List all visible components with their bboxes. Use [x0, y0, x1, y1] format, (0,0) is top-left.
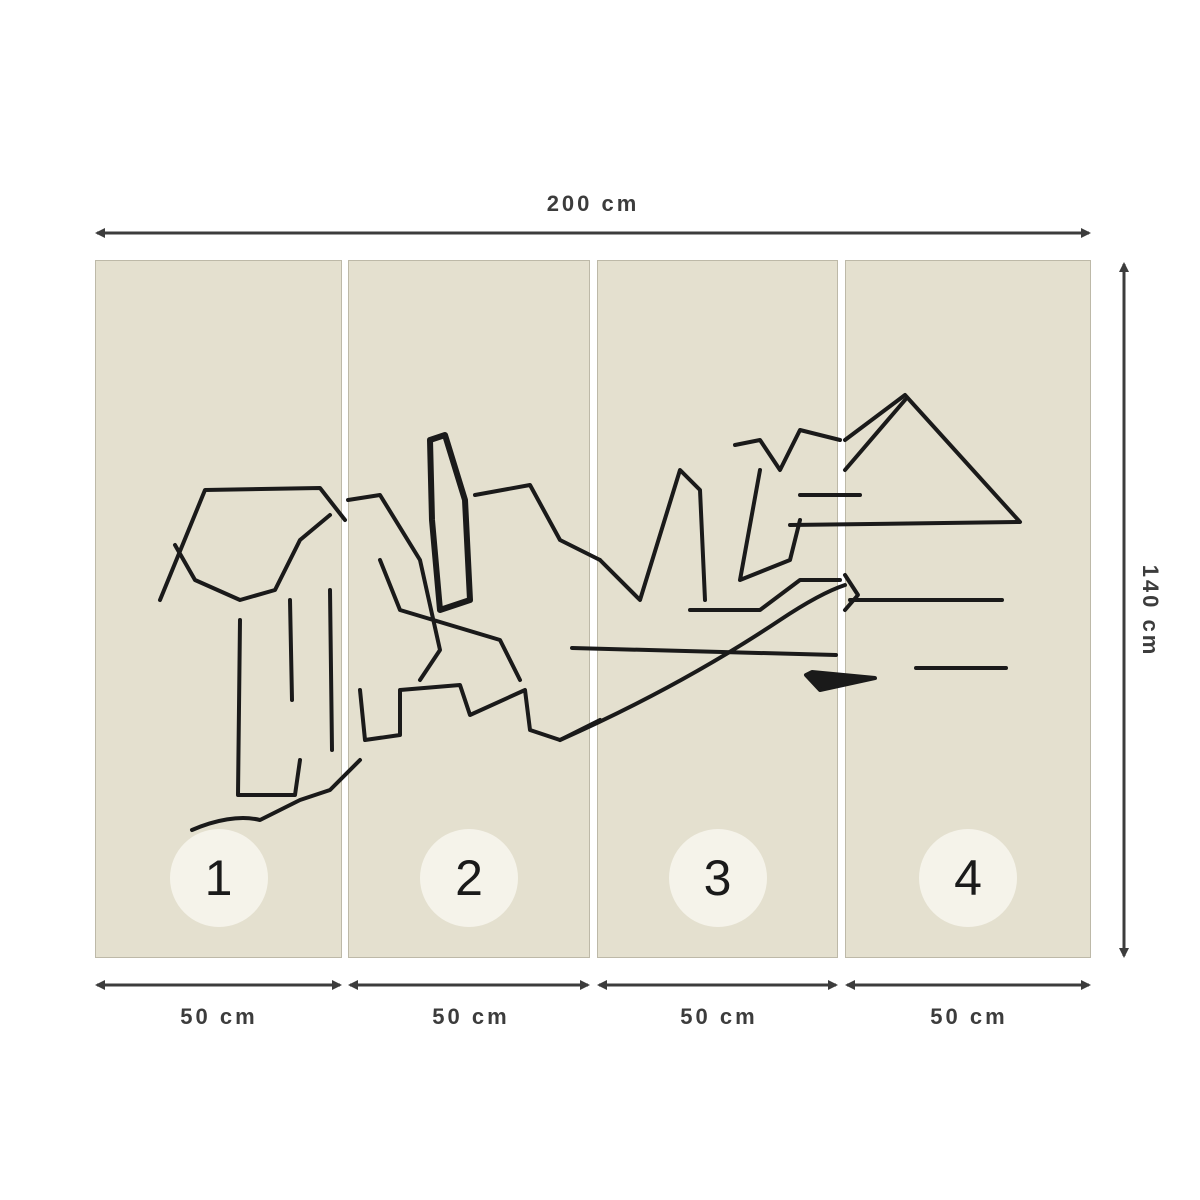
panel-2: 2	[348, 260, 590, 958]
panel-number-badge: 1	[169, 829, 268, 927]
panel-2-width-label: 50 cm	[432, 1004, 510, 1029]
total-width-label: 200 cm	[546, 191, 640, 216]
panel-1-width-label: 50 cm	[180, 1004, 258, 1029]
panel-number-badge: 2	[420, 829, 518, 927]
total-height-label: 140 cm	[1138, 564, 1163, 658]
panel-number-badge: 3	[668, 829, 767, 927]
panel-4: 4	[845, 260, 1091, 958]
mountain-line-art	[158, 393, 1022, 832]
panel-4-width-label: 50 cm	[930, 1004, 1008, 1029]
panel-1: 1	[95, 260, 342, 958]
panel-3-width-label: 50 cm	[680, 1004, 758, 1029]
panel-number-badge: 4	[919, 829, 1017, 927]
